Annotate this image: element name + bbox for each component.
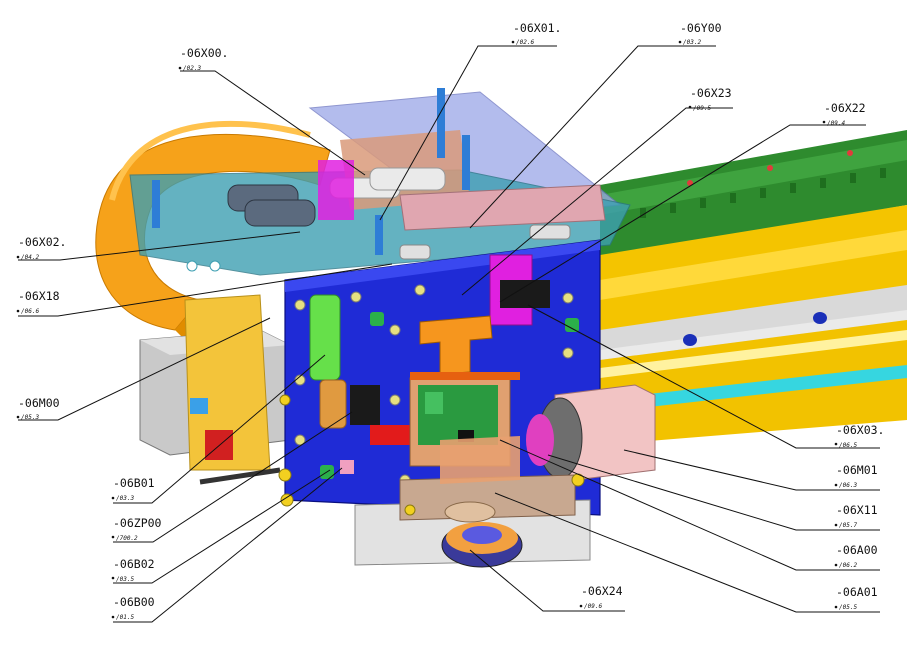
label-x22: -06X22 /09.4 xyxy=(822,101,866,127)
svg-text:/01.5: /01.5 xyxy=(116,614,134,621)
svg-text:/03.3: /03.3 xyxy=(116,495,134,502)
label-x03: -06X03. /06.5 xyxy=(834,423,884,449)
label-x01: -06X01. /02.6 xyxy=(511,21,561,46)
label-b00: -06B00 /01.5 xyxy=(111,595,155,621)
svg-text:-06X24: -06X24 xyxy=(581,584,623,598)
svg-text:/03.2: /03.2 xyxy=(683,39,701,46)
svg-text:/02.6: /02.6 xyxy=(516,39,534,46)
svg-text:-06B00: -06B00 xyxy=(113,595,155,609)
linear-rail xyxy=(600,130,907,445)
label-zp00: -06ZP00 /700.2 xyxy=(111,516,162,542)
svg-text:/06.3: /06.3 xyxy=(839,482,857,489)
label-x11: -06X11 /05.7 xyxy=(834,503,878,529)
svg-text:/02.3: /02.3 xyxy=(183,65,201,72)
svg-text:-06M01: -06M01 xyxy=(836,463,878,477)
label-m01: -06M01 /06.3 xyxy=(834,463,878,489)
svg-text:-06B01: -06B01 xyxy=(113,476,155,490)
label-b01: -06B01 /03.3 xyxy=(111,476,155,502)
svg-text:-06A01: -06A01 xyxy=(836,585,878,599)
svg-text:-06X22: -06X22 xyxy=(824,101,866,115)
label-x23: -06X23 /09.5 xyxy=(688,86,732,112)
label-m00: -06M00 /05.3 xyxy=(16,396,60,421)
svg-text:-06Y00: -06Y00 xyxy=(680,21,722,35)
svg-text:/06.2: /06.2 xyxy=(839,562,857,569)
label-x00: -06X00. /02.3 xyxy=(178,46,228,72)
label-x24: -06X24 /09.6 xyxy=(579,584,623,610)
svg-text:/09.4: /09.4 xyxy=(827,120,845,127)
svg-text:-06A00: -06A00 xyxy=(836,543,878,557)
svg-text:-06X01.: -06X01. xyxy=(513,21,561,35)
svg-text:/06.5: /06.5 xyxy=(839,442,857,449)
blue-carrier-plate xyxy=(284,224,601,516)
svg-text:-06X03.: -06X03. xyxy=(836,423,884,437)
svg-text:/06.6: /06.6 xyxy=(21,308,39,315)
label-a01: -06A01 /05.5 xyxy=(834,585,878,611)
svg-text:-06X18: -06X18 xyxy=(18,289,60,303)
base-block xyxy=(354,436,591,568)
right-motor xyxy=(526,384,656,481)
svg-text:/05.7: /05.7 xyxy=(839,522,857,529)
machine-illustration xyxy=(95,88,907,568)
label-x02: -06X02. /04.2 xyxy=(16,235,66,261)
svg-text:-06X23: -06X23 xyxy=(690,86,732,100)
svg-text:/04.2: /04.2 xyxy=(21,254,39,261)
svg-text:-06ZP00: -06ZP00 xyxy=(113,516,162,530)
svg-text:/05.3: /05.3 xyxy=(21,414,39,421)
svg-text:-06B02: -06B02 xyxy=(113,557,155,571)
label-a00: -06A00 /06.2 xyxy=(834,543,878,569)
label-y00: -06Y00 /03.2 xyxy=(678,21,722,46)
leader-lines xyxy=(18,45,880,623)
svg-text:/05.5: /05.5 xyxy=(839,604,857,611)
svg-text:-06X02.: -06X02. xyxy=(18,235,66,249)
svg-text:/09.6: /09.6 xyxy=(584,603,602,610)
label-b02: -06B02 /03.5 xyxy=(111,557,155,583)
svg-text:/09.5: /09.5 xyxy=(693,105,711,112)
svg-text:-06M00: -06M00 xyxy=(18,396,60,410)
svg-text:/700.2: /700.2 xyxy=(116,535,138,542)
svg-text:/03.5: /03.5 xyxy=(116,576,134,583)
svg-text:-06X11: -06X11 xyxy=(836,503,878,517)
label-x18: -06X18 /06.6 xyxy=(16,289,60,315)
component-labels: -06X00. /02.3 -06X01. /02.6 -06Y00 /03.2… xyxy=(16,21,884,621)
motor-housing xyxy=(139,294,291,485)
svg-text:-06X00.: -06X00. xyxy=(180,46,228,60)
